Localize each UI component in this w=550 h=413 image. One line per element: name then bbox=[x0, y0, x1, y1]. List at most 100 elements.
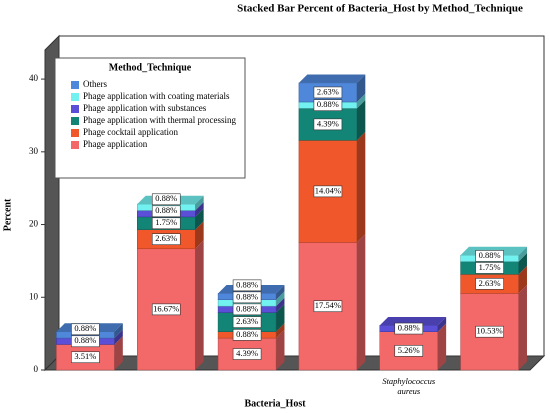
value-label: 3.51% bbox=[74, 351, 96, 361]
value-label-box bbox=[232, 291, 262, 304]
bar-side bbox=[114, 329, 123, 345]
value-label: 0.88% bbox=[155, 193, 177, 203]
bar-side bbox=[437, 323, 447, 370]
value-label-box bbox=[394, 322, 424, 335]
value-label: 1.75% bbox=[479, 262, 501, 272]
legend-label: Phage application with substances bbox=[83, 103, 207, 113]
value-label: 0.88% bbox=[74, 323, 96, 333]
value-label: 2.63% bbox=[317, 86, 339, 96]
y-tick-label: 40 bbox=[29, 73, 39, 83]
bar-side bbox=[195, 221, 204, 249]
value-label: 0.88% bbox=[236, 279, 258, 289]
value-label-box bbox=[232, 279, 262, 292]
bar-side bbox=[356, 93, 366, 109]
chart-title: Stacked Bar Percent of Bacteria_Host by … bbox=[237, 3, 523, 15]
bar-side bbox=[276, 297, 285, 313]
value-label-box bbox=[313, 185, 343, 198]
legend-title: Method_Technique bbox=[109, 62, 192, 73]
value-label: 0.88% bbox=[236, 291, 258, 301]
bar-side bbox=[518, 265, 527, 294]
bar-side bbox=[276, 304, 285, 332]
legend-swatch bbox=[71, 117, 79, 125]
value-label-box bbox=[71, 323, 100, 336]
value-label-box bbox=[232, 329, 262, 341]
value-label: 4.39% bbox=[317, 118, 339, 128]
bar-top bbox=[298, 74, 366, 83]
legend-box bbox=[54, 57, 246, 179]
bar-side bbox=[195, 208, 204, 230]
bar-side bbox=[437, 316, 447, 332]
legend-swatch bbox=[71, 81, 79, 89]
bar-side bbox=[276, 329, 285, 370]
bar-side bbox=[276, 291, 285, 307]
x-tick-label-line: aureus bbox=[397, 386, 421, 396]
value-label: 14.04% bbox=[315, 185, 341, 195]
value-label: 16.67% bbox=[153, 303, 179, 313]
bar-side bbox=[356, 100, 366, 141]
legend-swatch bbox=[71, 105, 79, 113]
value-label-box bbox=[475, 262, 504, 274]
value-label: 10.53% bbox=[476, 326, 502, 336]
legend-label: Phage application with coating materials bbox=[83, 91, 230, 101]
value-label-box bbox=[475, 325, 504, 338]
x-tick-label-line: Staphylococcus bbox=[382, 376, 436, 386]
value-label-box bbox=[475, 278, 504, 290]
bar-side bbox=[195, 240, 204, 370]
value-label: 1.75% bbox=[155, 217, 177, 227]
y-tick-label: 0 bbox=[34, 364, 39, 374]
value-label: 4.39% bbox=[236, 348, 258, 358]
legend-label: Phage cocktail application bbox=[83, 127, 178, 137]
bar-side bbox=[356, 131, 366, 243]
value-label-box bbox=[232, 316, 262, 328]
legend-label: Others bbox=[83, 79, 107, 89]
value-label: 17.54% bbox=[315, 300, 341, 310]
y-tick-label: 10 bbox=[29, 291, 39, 301]
value-label: 2.63% bbox=[479, 278, 501, 288]
bar-side bbox=[276, 323, 285, 339]
value-label-box bbox=[151, 303, 181, 316]
legend-swatch bbox=[71, 129, 79, 137]
bar-side bbox=[276, 284, 285, 300]
legend-label: Phage application bbox=[83, 139, 148, 149]
legend-swatch bbox=[71, 141, 79, 149]
value-label: 5.26% bbox=[398, 345, 420, 355]
value-label-box bbox=[232, 303, 262, 316]
value-label-box bbox=[151, 233, 181, 245]
bar-side bbox=[114, 323, 123, 339]
bar-side bbox=[518, 246, 527, 262]
value-label-box bbox=[151, 193, 181, 206]
bar-side bbox=[356, 234, 366, 370]
value-label-box bbox=[151, 217, 181, 230]
value-label-box bbox=[394, 345, 424, 357]
value-label-box bbox=[313, 118, 343, 131]
value-label-box bbox=[71, 351, 100, 364]
bar-side bbox=[195, 195, 204, 211]
legend-label: Phage application with thermal processin… bbox=[83, 115, 236, 125]
value-label: 0.88% bbox=[74, 335, 96, 345]
value-label: 0.88% bbox=[317, 99, 339, 109]
value-label: 0.88% bbox=[479, 250, 501, 260]
value-label-box bbox=[313, 300, 343, 313]
value-label-box bbox=[71, 335, 100, 348]
bar-side bbox=[518, 253, 527, 275]
value-label-box bbox=[232, 348, 262, 360]
y-tick-label: 30 bbox=[29, 146, 39, 156]
x-tick-label: Staphylococcus aureus bbox=[382, 376, 436, 396]
bar-side bbox=[114, 336, 123, 370]
value-label-box bbox=[313, 99, 343, 111]
legend-swatch bbox=[71, 93, 79, 101]
value-label-box bbox=[151, 205, 181, 218]
value-label: 0.88% bbox=[236, 303, 258, 313]
bar-side bbox=[518, 285, 527, 370]
value-label: 0.88% bbox=[398, 322, 420, 332]
value-label: 2.63% bbox=[155, 233, 177, 243]
y-axis-title: Percent bbox=[2, 198, 13, 231]
y-tick-label: 20 bbox=[29, 219, 39, 229]
bar-side bbox=[356, 74, 366, 102]
value-label: 0.88% bbox=[236, 329, 258, 339]
value-label: 2.63% bbox=[236, 316, 258, 326]
value-label-box bbox=[475, 250, 504, 262]
bar-side bbox=[195, 202, 204, 217]
value-label: 0.88% bbox=[155, 205, 177, 215]
